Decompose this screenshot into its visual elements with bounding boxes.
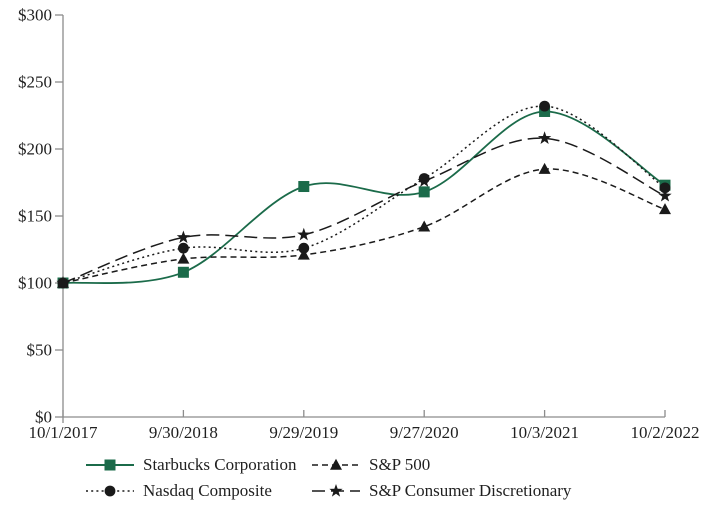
series-line-s-p-consumer-discretionary xyxy=(62,137,666,284)
marker-nasdaq-composite xyxy=(178,242,189,254)
legend-label-sp500: S&P 500 xyxy=(369,455,431,474)
legend-item-starbucks-corporation: Starbucks Corporation xyxy=(86,452,296,478)
marker-s-p-consumer-discretionary xyxy=(537,131,552,144)
marker-starbucks-corporation xyxy=(177,266,189,278)
y-axis-tick-label: $50 xyxy=(27,341,53,360)
legend-item-sp500: S&P 500 xyxy=(312,452,571,478)
y-axis-tick-label: $300 xyxy=(18,6,52,25)
x-axis-tick-label: 9/27/2020 xyxy=(390,423,459,442)
triangle-marker-icon xyxy=(330,458,342,470)
x-axis-tick-label: 10/1/2017 xyxy=(29,423,98,442)
marker-s-p-consumer-discretionary xyxy=(176,230,191,244)
marker-s-p-consumer-discretionary xyxy=(417,174,431,187)
x-axis-tick-label: 10/2/2022 xyxy=(631,423,700,442)
starbucks-line-swatch xyxy=(86,459,134,471)
series-line-starbucks-corporation xyxy=(62,110,666,285)
marker-nasdaq-composite xyxy=(659,182,671,194)
marker-nasdaq-composite xyxy=(539,100,550,112)
marker-s-p-500 xyxy=(538,162,551,174)
legend-label-nasdaq-composite: Nasdaq Composite xyxy=(143,481,272,500)
x-axis-tick-label: 10/3/2021 xyxy=(510,423,579,442)
legend-item-nasdaq-composite: Nasdaq Composite xyxy=(86,478,296,504)
y-axis-tick-label: $150 xyxy=(18,207,52,226)
nasdaq-line-swatch xyxy=(86,485,134,497)
square-marker-icon xyxy=(104,459,116,471)
x-axis-tick-label: 9/29/2019 xyxy=(269,423,338,442)
legend-label-sp-consumer-discretionary: S&P Consumer Discretionary xyxy=(369,481,572,500)
marker-s-p-500 xyxy=(659,203,671,215)
y-axis-tick-label: $200 xyxy=(18,140,52,159)
marker-s-p-500 xyxy=(418,220,431,232)
legend-column-left: Starbucks Corporation Nasdaq Composite xyxy=(86,452,296,504)
marker-starbucks-corporation xyxy=(418,186,430,198)
y-axis-tick-label: $0 xyxy=(35,408,52,427)
marker-nasdaq-composite xyxy=(298,242,310,254)
legend-label-starbucks-corporation: Starbucks Corporation xyxy=(143,455,297,474)
star-marker-icon xyxy=(329,484,343,497)
y-axis-tick-label: $250 xyxy=(18,73,52,92)
x-axis-tick-label: 9/30/2018 xyxy=(149,423,218,442)
legend: Starbucks Corporation Nasdaq Composite S… xyxy=(0,452,712,508)
marker-s-p-500 xyxy=(177,252,190,264)
performance-line-chart: $0 $50 $100 $150 $200 $250 $300 10/1/2017 9/30/2… xyxy=(18,6,700,443)
sp500-line-swatch xyxy=(312,458,360,470)
legend-column-right: S&P 500 S&P Consumer Discretionary xyxy=(312,452,571,504)
marker-s-p-consumer-discretionary xyxy=(297,227,311,241)
marker-s-p-500 xyxy=(297,248,310,260)
marker-s-p-consumer-discretionary xyxy=(658,188,672,202)
marker-s-p-consumer-discretionary xyxy=(56,276,70,289)
sp-consumer-discretionary-line-swatch xyxy=(312,484,360,497)
y-axis-tick-label: $100 xyxy=(18,274,52,293)
circle-marker-icon xyxy=(104,485,116,497)
marker-starbucks-corporation xyxy=(298,181,310,193)
legend-item-sp-consumer-discretionary: S&P Consumer Discretionary xyxy=(312,478,571,504)
series-line-nasdaq-composite xyxy=(62,105,666,284)
series-line-s-p-500 xyxy=(62,168,666,284)
